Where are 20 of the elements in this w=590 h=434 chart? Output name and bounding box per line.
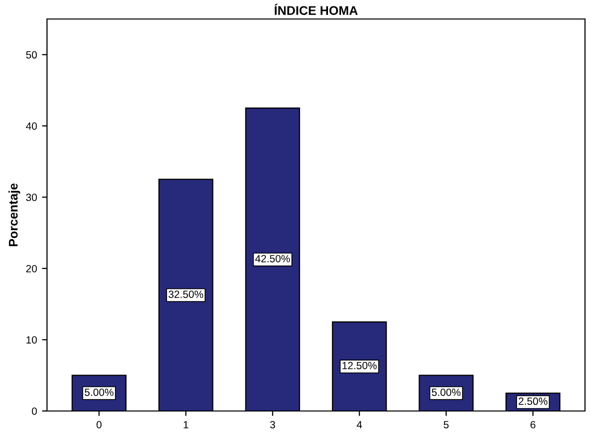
data-label: 5.00% <box>432 388 461 396</box>
x-tick-label: 4 <box>356 421 362 428</box>
y-tick-label: 50 <box>26 51 37 59</box>
data-label: 12.50% <box>342 362 377 370</box>
chart-title: ÍNDICE HOMA <box>274 4 358 15</box>
x-tick-label: 0 <box>96 420 102 428</box>
y-tick-label: 10 <box>26 336 37 344</box>
x-tick-label: 1 <box>184 421 188 428</box>
x-tick-label: 3 <box>270 420 276 428</box>
data-label: 5.00% <box>84 388 114 396</box>
x-tick-label: 6 <box>530 420 536 428</box>
data-label: 2.50% <box>518 398 548 405</box>
y-tick-label: 40 <box>26 122 37 130</box>
y-axis-title: Porcentaje <box>8 183 20 246</box>
data-label: 42.50% <box>255 254 290 262</box>
x-tick-label: 5 <box>444 421 449 428</box>
y-tick-label: 30 <box>26 194 37 202</box>
y-tick-label: 0 <box>32 408 37 415</box>
data-label: 32.50% <box>168 290 204 298</box>
y-tick-label: 20 <box>26 264 37 272</box>
